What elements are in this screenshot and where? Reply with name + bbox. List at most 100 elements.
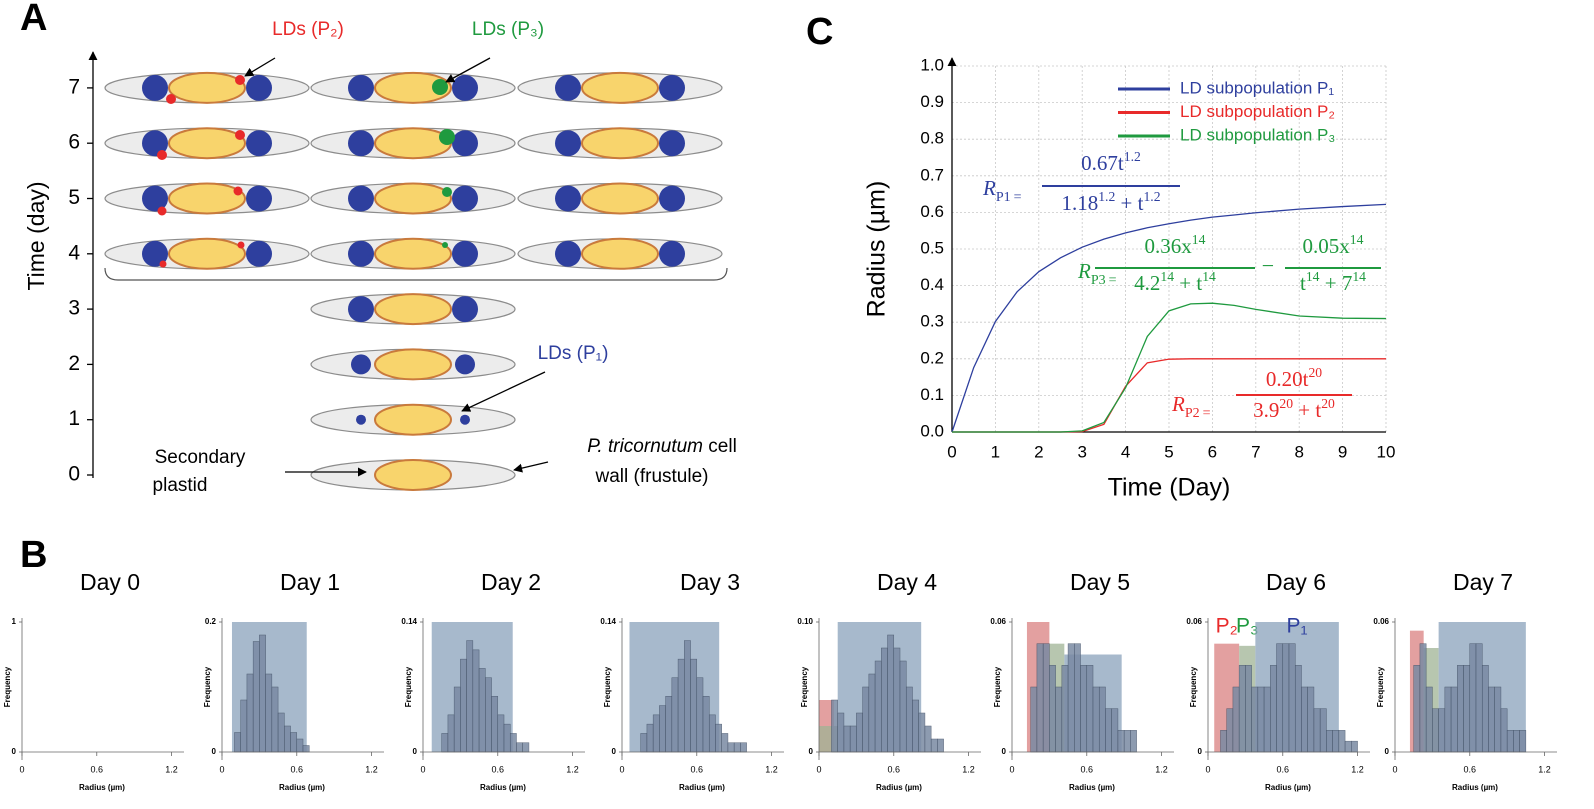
histogram-bar <box>509 733 517 753</box>
histogram-bar <box>721 733 729 753</box>
histogram-bar <box>659 705 666 753</box>
label-part: cell <box>703 436 737 457</box>
x-tick-label: 0 <box>19 764 24 774</box>
x-tick-label: 1.2 <box>1351 764 1364 774</box>
pointer <box>513 461 549 473</box>
y-tick-label: 3 <box>68 297 80 320</box>
lipid-droplet <box>246 74 272 101</box>
histogram-bar <box>1307 686 1315 753</box>
histogram-bar <box>837 712 845 753</box>
histogram-bar <box>497 714 505 753</box>
histogram-bar <box>1475 643 1483 753</box>
histogram-bar <box>441 733 449 753</box>
histogram-bar <box>1042 643 1050 753</box>
y-tick-label: 0.6 <box>920 202 944 221</box>
histogram-bar <box>296 738 304 753</box>
histogram-bar <box>1301 686 1308 753</box>
formula-text: 1.18 <box>1061 191 1098 215</box>
x-axis-label: Radius (µm) <box>1265 783 1311 792</box>
histogram-bar <box>1457 665 1464 753</box>
x-tick-label: 1.2 <box>365 764 378 774</box>
histogram-bar <box>1469 643 1477 753</box>
histogram-bar <box>1313 708 1321 753</box>
ld-p3 <box>439 129 455 145</box>
lipid-droplet <box>142 74 168 101</box>
histogram-bar <box>1444 686 1452 753</box>
lipid-droplet <box>348 185 374 212</box>
y-tick-label: 0 <box>809 747 814 756</box>
histogram-bar <box>302 745 310 753</box>
plastid <box>581 71 659 104</box>
region-label: P₁ <box>1287 615 1308 638</box>
histogram-bar <box>1220 730 1227 753</box>
denominator: 3.920 + t20 <box>1253 396 1335 422</box>
histogram-bar <box>677 658 685 753</box>
histogram-bar <box>1130 730 1137 753</box>
lipid-droplet <box>246 130 272 157</box>
formula-text: 4.2 <box>1134 271 1160 295</box>
histogram-bar <box>1257 686 1265 753</box>
plastid <box>168 182 246 215</box>
plastid <box>168 127 246 160</box>
formula-text: 0.20t <box>1266 367 1309 391</box>
y-axis-label: Frequency <box>1189 666 1198 707</box>
x-tick-label: 0.6 <box>1081 764 1094 774</box>
y-tick-label: 0.9 <box>920 92 944 111</box>
formula-symbol: R <box>1077 259 1091 283</box>
y-tick-label: 1 <box>12 617 17 626</box>
x-axis-label: Radius (µm) <box>1452 783 1498 792</box>
histogram-bar <box>1488 686 1495 753</box>
histogram-bar <box>252 641 260 753</box>
histogram-bar <box>1226 708 1234 753</box>
x-axis-label: Radius (µm) <box>480 783 526 792</box>
formula-text: + t <box>1115 191 1143 215</box>
histogram-bar <box>868 673 876 753</box>
histogram-bar <box>849 725 857 753</box>
lipid-droplet <box>659 130 685 157</box>
label: Secondary <box>155 447 246 468</box>
x-tick-label: 8 <box>1294 442 1303 461</box>
y-tick-label: 2 <box>68 352 80 375</box>
y-tick-label: 0.10 <box>797 617 813 626</box>
x-tick-label: 0 <box>947 442 956 461</box>
histogram-bar <box>696 677 704 753</box>
region-label: P₃ <box>1236 615 1259 638</box>
histogram-bar <box>708 714 716 753</box>
ld-p2 <box>233 186 243 196</box>
panel-label: B <box>20 534 47 576</box>
histogram-bar <box>1105 708 1112 753</box>
x-tick-label: 1.2 <box>165 764 178 774</box>
histogram-bar <box>843 725 851 753</box>
histogram-bar <box>1351 740 1358 753</box>
histogram-bar <box>1519 730 1527 753</box>
plastid <box>374 459 452 491</box>
x-tick-label: 0.6 <box>1464 764 1477 774</box>
histogram-bar <box>1463 665 1471 753</box>
formula-text: + 7 <box>1320 271 1353 295</box>
plastid <box>374 403 452 436</box>
histogram-bar <box>831 699 838 753</box>
pointer <box>244 57 276 77</box>
histogram-bar <box>472 649 480 753</box>
y-tick-label: 0 <box>1002 747 1007 756</box>
histogram-bar <box>1282 643 1290 753</box>
x-tick-label: 0.6 <box>291 764 304 774</box>
histogram-bar <box>1251 686 1259 753</box>
lipid-droplet <box>142 240 168 267</box>
histogram-bar <box>1294 665 1302 753</box>
lipid-droplet <box>246 240 272 267</box>
superscript: 14 <box>1160 269 1174 284</box>
histogram-bar <box>485 677 492 753</box>
formula-text: 3.9 <box>1253 398 1279 422</box>
pointer <box>461 371 546 412</box>
y-tick-label: 0.0 <box>920 421 944 440</box>
lipid-droplet <box>452 74 478 101</box>
y-tick-label: 0.2 <box>205 617 217 626</box>
chart-title: Day 1 <box>280 569 340 595</box>
x-tick-label: 1.2 <box>1155 764 1168 774</box>
y-axis-label: Frequency <box>800 666 809 707</box>
x-axis-label: Radius (µm) <box>1069 783 1115 792</box>
histogram-bar <box>1061 665 1069 753</box>
histogram-bar <box>1055 686 1063 753</box>
plastid <box>581 127 659 160</box>
